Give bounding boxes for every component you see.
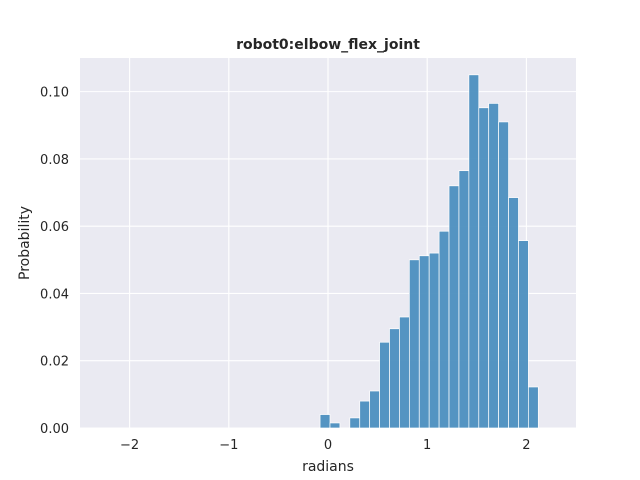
y-tick-label: 0.06 (40, 220, 69, 235)
histogram-bar (379, 341, 390, 429)
x-tick-label: 2 (522, 438, 530, 453)
y-axis-label: Probability (17, 206, 33, 280)
y-tick-label: 0.08 (40, 153, 69, 168)
histogram-bar (478, 107, 490, 429)
x-tick-labels: −2 −1 0 1 2 (120, 438, 531, 453)
y-tick-label: 0.00 (40, 422, 69, 437)
histogram-bar (369, 390, 380, 429)
y-tick-labels: 0.00 0.02 0.04 0.06 0.08 0.10 (40, 86, 69, 437)
histogram-bar (349, 417, 361, 429)
x-tick-label: −1 (219, 438, 238, 453)
x-tick-label: −2 (120, 438, 139, 453)
chart-title: robot0:elbow_flex_joint (236, 37, 420, 53)
histogram-bar (408, 259, 420, 429)
x-axis-label: radians (302, 459, 354, 475)
histogram-bar (518, 240, 529, 429)
histogram-bar (488, 103, 499, 429)
histogram-bar (329, 422, 341, 429)
histogram-bar (458, 170, 470, 429)
x-tick-label: 0 (324, 438, 332, 453)
histogram-bar (418, 255, 430, 429)
histogram-bar (399, 316, 410, 429)
histogram-bars (319, 74, 539, 429)
histogram-bar (468, 74, 480, 429)
histogram-bar (508, 197, 519, 429)
histogram-bar (359, 400, 371, 429)
y-tick-label: 0.04 (40, 287, 69, 302)
histogram-bar (438, 230, 450, 429)
y-tick-label: 0.10 (40, 86, 69, 101)
y-tick-label: 0.02 (40, 355, 69, 370)
histogram-bar (389, 328, 400, 429)
histogram-bar (528, 386, 539, 429)
histogram-bar (428, 252, 440, 429)
histogram-bar (319, 414, 331, 429)
histogram-bar (498, 121, 509, 429)
histogram-bar (448, 185, 460, 429)
x-tick-label: 1 (423, 438, 431, 453)
